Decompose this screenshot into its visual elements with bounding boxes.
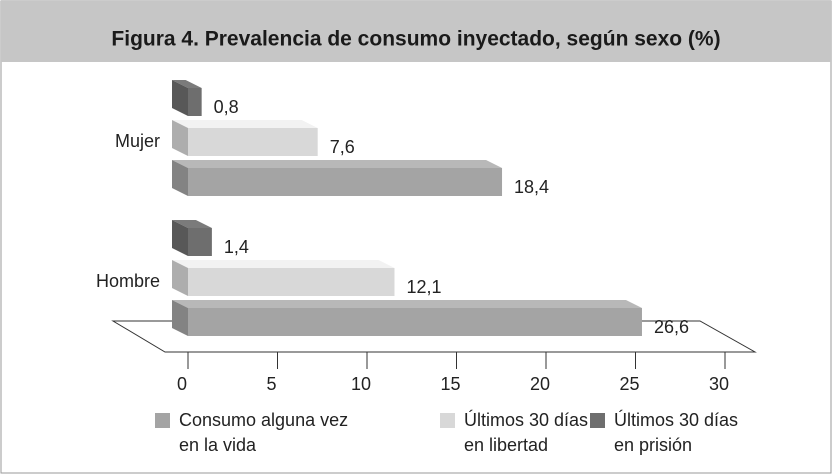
x-tick-label: 20 (530, 374, 550, 394)
bar-face (188, 308, 642, 336)
bar-face (188, 268, 395, 296)
bar-face (172, 80, 202, 88)
legend-swatch (590, 413, 605, 428)
bar-face (172, 220, 212, 228)
bar (172, 220, 212, 256)
bar-face (172, 300, 642, 308)
x-tick-label: 15 (440, 374, 460, 394)
bar-face (188, 128, 318, 156)
bar-face (172, 160, 188, 196)
chart-title: Figura 4. Prevalencia de consumo inyecta… (111, 28, 720, 51)
x-tick-label: 30 (709, 374, 729, 394)
legend-item: Últimos 30 días en prisión (590, 408, 754, 458)
x-tick-label: 0 (177, 374, 187, 394)
legend-swatch (155, 413, 170, 428)
value-label: 1,4 (224, 237, 249, 257)
bar-face (172, 120, 188, 156)
bar (172, 120, 318, 156)
bar-face (172, 120, 318, 128)
x-tick-label: 5 (266, 374, 276, 394)
bar-face (172, 260, 188, 296)
category-label: Mujer (115, 131, 160, 151)
bar (172, 160, 503, 196)
value-label: 12,1 (407, 277, 442, 297)
bar (172, 300, 642, 336)
category-label: Hombre (96, 271, 160, 291)
value-label: 26,6 (654, 317, 689, 337)
legend-label: Últimos 30 días en prisión (614, 410, 739, 455)
bar-face (172, 300, 188, 336)
bar (172, 80, 202, 116)
value-label: 0,8 (214, 97, 239, 117)
legend-item: Últimos 30 días en libertad (440, 408, 604, 458)
bar-face (172, 80, 188, 116)
legend-item: Consumo alguna vez en la vida (155, 408, 354, 458)
legend-label: Consumo alguna vez en la vida (179, 410, 349, 455)
value-label: 18,4 (514, 177, 549, 197)
bar-face (188, 228, 212, 256)
value-label: 7,6 (330, 137, 355, 157)
legend-swatch (440, 413, 455, 428)
x-tick-label: 25 (619, 374, 639, 394)
bar (172, 260, 395, 296)
legend-label: Últimos 30 días en libertad (464, 410, 589, 455)
header (1, 1, 831, 62)
x-tick-label: 10 (351, 374, 371, 394)
bar-face (172, 160, 503, 168)
bar-face (172, 220, 188, 256)
bar-face (188, 88, 202, 116)
bar-face (172, 260, 395, 268)
bar-face (188, 168, 503, 196)
